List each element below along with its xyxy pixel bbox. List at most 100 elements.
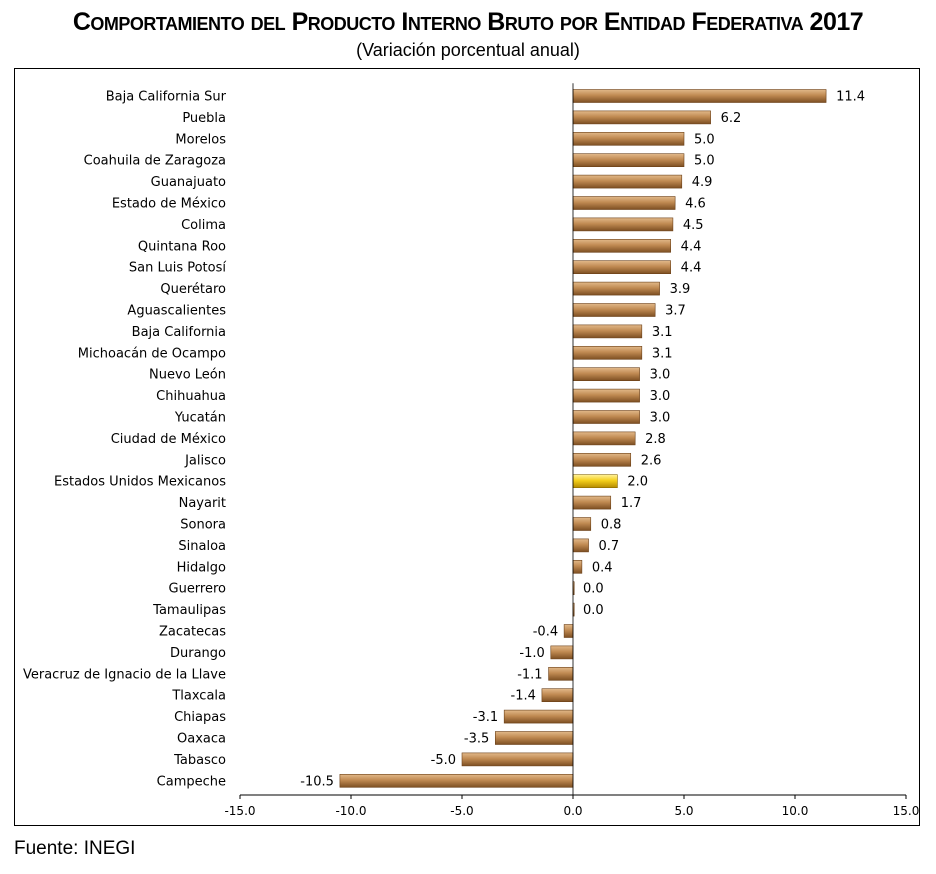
category-label: Guanajuato: [151, 175, 226, 190]
category-label: Michoacán de Ocampo: [78, 346, 226, 361]
category-label: Querétaro: [160, 282, 226, 297]
category-label: Tabasco: [173, 753, 226, 768]
bar: [503, 709, 574, 724]
value-label: 0.0: [583, 603, 604, 618]
category-label: Campeche: [157, 774, 226, 789]
bar: [572, 559, 583, 574]
category-label: Sinaloa: [178, 539, 226, 554]
value-label: 3.0: [650, 411, 671, 426]
bar: [572, 281, 660, 296]
value-label: 3.0: [650, 389, 671, 404]
value-label: 3.1: [652, 325, 673, 340]
bar: [461, 752, 574, 767]
value-label: -3.1: [473, 710, 498, 725]
source-note: Fuente: INEGI: [14, 838, 136, 859]
category-label: Durango: [170, 646, 226, 661]
value-label: 1.7: [621, 496, 642, 511]
value-label: 4.5: [683, 218, 704, 233]
bar: [572, 517, 592, 531]
bar: [548, 666, 574, 681]
category-label: Sonora: [180, 518, 226, 533]
value-label: 2.6: [641, 453, 662, 468]
category-label: Yucatán: [174, 411, 226, 426]
category-label: Estado de México: [112, 197, 226, 212]
bar: [572, 89, 827, 103]
category-label: Jalisco: [184, 453, 226, 468]
bar: [494, 731, 574, 745]
value-label: -1.4: [511, 689, 536, 704]
category-label: Guerrero: [169, 582, 227, 597]
bar: [572, 260, 671, 275]
bar: [572, 196, 676, 210]
bar: [572, 324, 643, 339]
bar: [572, 174, 683, 189]
value-label: 0.8: [601, 518, 622, 533]
category-label: Chihuahua: [156, 389, 226, 404]
category-label: Chiapas: [174, 710, 226, 725]
category-label: Colima: [181, 218, 226, 233]
value-label: 6.2: [721, 111, 742, 126]
value-label: 2.8: [645, 432, 666, 447]
category-label: Aguascalientes: [127, 304, 226, 319]
x-tick-label: 10.0: [782, 804, 809, 818]
value-label: 0.4: [592, 560, 613, 575]
bar: [572, 132, 685, 146]
bar: [572, 345, 643, 360]
value-label: -0.4: [533, 625, 558, 640]
value-label: 4.6: [685, 197, 706, 212]
plot-area: [14, 68, 920, 826]
value-label: 5.0: [694, 132, 715, 147]
x-tick-label: 5.0: [674, 804, 693, 818]
chart-title: Comportamiento del Producto Interno Brut…: [72, 8, 864, 36]
category-label: Quintana Roo: [138, 239, 226, 254]
bar: [572, 538, 589, 553]
value-label: 4.4: [681, 261, 702, 276]
value-label: 5.0: [694, 154, 715, 169]
category-label: Puebla: [182, 111, 226, 126]
category-label: Baja California Sur: [106, 90, 227, 105]
category-label: Hidalgo: [177, 560, 226, 575]
category-label: Coahuila de Zaragoza: [84, 154, 226, 169]
bar: [563, 624, 574, 638]
value-label: 3.0: [650, 368, 671, 383]
category-label: Tamaulipas: [152, 603, 226, 618]
bar: [572, 388, 640, 403]
category-label: Tlaxcala: [171, 689, 226, 704]
value-label: -1.1: [517, 667, 542, 682]
chart-subtitle: (Variación porcentual anual): [356, 40, 580, 60]
category-label: Morelos: [175, 132, 226, 147]
bar: [572, 239, 671, 253]
category-label: Nayarit: [179, 496, 226, 511]
bar: [572, 495, 612, 510]
bar: [572, 110, 711, 125]
value-label: 3.1: [652, 346, 673, 361]
category-label: Oaxaca: [177, 732, 226, 747]
bar: [572, 153, 685, 167]
bar: [572, 367, 640, 382]
x-tick-label: -10.0: [335, 804, 366, 818]
bar: [572, 217, 674, 232]
value-label: 0.7: [599, 539, 620, 554]
value-label: -5.0: [431, 753, 456, 768]
bar: [339, 773, 574, 788]
value-label: 3.9: [670, 282, 691, 297]
category-label: San Luis Potosí: [129, 261, 227, 276]
bar: [541, 688, 574, 703]
category-label: Nuevo León: [149, 368, 226, 383]
x-tick-label: 15.0: [893, 804, 920, 818]
value-label: -3.5: [464, 732, 489, 747]
value-label: 4.4: [681, 239, 702, 254]
bar: [572, 303, 656, 317]
value-label: -10.5: [300, 774, 334, 789]
bar-highlight: [572, 474, 618, 489]
category-label: Veracruz de Ignacio de la Llave: [23, 667, 226, 682]
x-tick-label: 0.0: [563, 804, 582, 818]
value-label: -1.0: [519, 646, 544, 661]
x-tick-label: -5.0: [450, 804, 473, 818]
value-label: 2.0: [627, 475, 648, 490]
bar: [572, 452, 632, 467]
value-label: 0.0: [583, 582, 604, 597]
x-tick-label: -15.0: [224, 804, 255, 818]
category-label: Zacatecas: [159, 625, 226, 640]
